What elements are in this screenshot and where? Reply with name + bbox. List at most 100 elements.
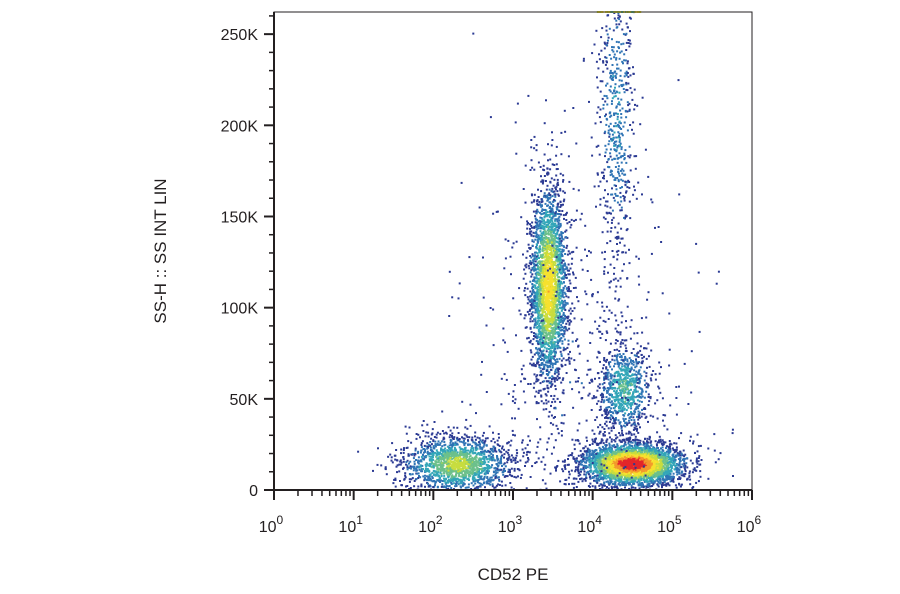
event-dot: [539, 225, 542, 227]
event-dot: [616, 444, 619, 447]
event-dot: [556, 265, 559, 268]
event-dot: [467, 477, 470, 480]
event-dot: [478, 453, 481, 456]
event-dot: [496, 476, 499, 479]
event-dot: [442, 477, 445, 480]
event-dot: [564, 230, 567, 233]
event-dot: [530, 358, 533, 361]
event-dot: [458, 446, 461, 449]
event-dot: [543, 223, 546, 226]
event-dot: [545, 260, 548, 263]
event-dot: [406, 464, 409, 467]
event-dot: [544, 278, 547, 281]
event-dot: [550, 223, 553, 226]
event-dot: [434, 440, 437, 443]
event-dot: [549, 347, 552, 350]
event-dot: [557, 369, 560, 371]
event-dot: [553, 242, 556, 245]
event-dot: [390, 459, 393, 462]
event-dot: [454, 455, 457, 458]
event-dot: [453, 453, 456, 456]
event-dot: [452, 475, 455, 478]
event-dot: [481, 448, 484, 451]
event-dot: [478, 441, 481, 444]
event-dot: [501, 465, 503, 467]
event-dot: [439, 462, 442, 465]
event-dot: [580, 454, 583, 457]
event-dot: [464, 448, 466, 450]
event-dot: [634, 462, 637, 465]
event-dot: [421, 464, 424, 467]
event-dot: [554, 323, 557, 326]
event-dot: [445, 453, 448, 456]
event-dot: [462, 437, 465, 440]
event-dot: [562, 329, 565, 332]
event-dot: [424, 474, 426, 477]
event-dot: [552, 235, 555, 238]
event-dot: [457, 432, 460, 434]
event-dot: [481, 463, 484, 466]
event-dot: [491, 479, 494, 482]
event-dot: [558, 376, 561, 379]
event-dot: [558, 283, 561, 286]
event-dot: [502, 468, 505, 471]
event-dot: [427, 452, 430, 455]
event-dot: [444, 460, 447, 463]
event-dot: [524, 201, 527, 204]
event-dot: [529, 230, 532, 233]
event-dot: [562, 267, 565, 270]
event-dot: [538, 246, 541, 249]
event-dot: [555, 361, 558, 363]
event-dot: [399, 460, 402, 463]
event-dot: [513, 469, 516, 472]
event-dot: [432, 470, 435, 473]
event-dot: [563, 291, 566, 294]
event-dot: [530, 263, 533, 266]
event-dot: [553, 229, 556, 232]
event-dot: [523, 289, 526, 292]
event-dot: [534, 462, 537, 464]
event-dot: [546, 302, 549, 305]
event-dot: [545, 99, 547, 102]
event-dot: [470, 447, 473, 450]
event-dot: [457, 459, 460, 462]
event-dot: [462, 451, 465, 454]
event-dot: [541, 325, 544, 328]
event-dot: [548, 265, 551, 268]
event-dot: [457, 472, 460, 474]
event-dot: [423, 444, 426, 447]
event-dot: [566, 463, 569, 466]
event-dot: [547, 437, 550, 440]
event-dot: [554, 341, 557, 344]
event-dot: [531, 300, 534, 302]
event-dot: [510, 486, 513, 489]
event-dot: [565, 276, 568, 279]
event-dot: [542, 314, 545, 317]
event-dot: [546, 384, 549, 387]
event-dot: [551, 211, 554, 214]
event-dot: [556, 347, 559, 350]
event-dot: [551, 378, 553, 381]
event-dot: [427, 435, 430, 438]
event-dot: [531, 285, 534, 288]
event-dot: [504, 484, 507, 487]
event-dot: [470, 482, 473, 485]
event-dot: [534, 251, 536, 254]
event-dot: [427, 475, 430, 478]
event-dot: [555, 281, 558, 283]
event-dot: [562, 357, 565, 360]
event-dot: [402, 458, 405, 461]
event-dot: [569, 267, 572, 270]
event-dot: [561, 334, 564, 337]
event-dot: [670, 443, 673, 446]
event-dot: [534, 221, 537, 224]
event-dot: [533, 324, 536, 327]
event-dot: [441, 430, 444, 432]
event-dot: [553, 343, 556, 346]
event-dot: [459, 450, 462, 453]
event-dot: [545, 308, 548, 311]
event-dot: [545, 273, 548, 275]
event-dot: [553, 377, 556, 380]
event-dot: [531, 268, 534, 271]
event-dot: [463, 444, 466, 447]
